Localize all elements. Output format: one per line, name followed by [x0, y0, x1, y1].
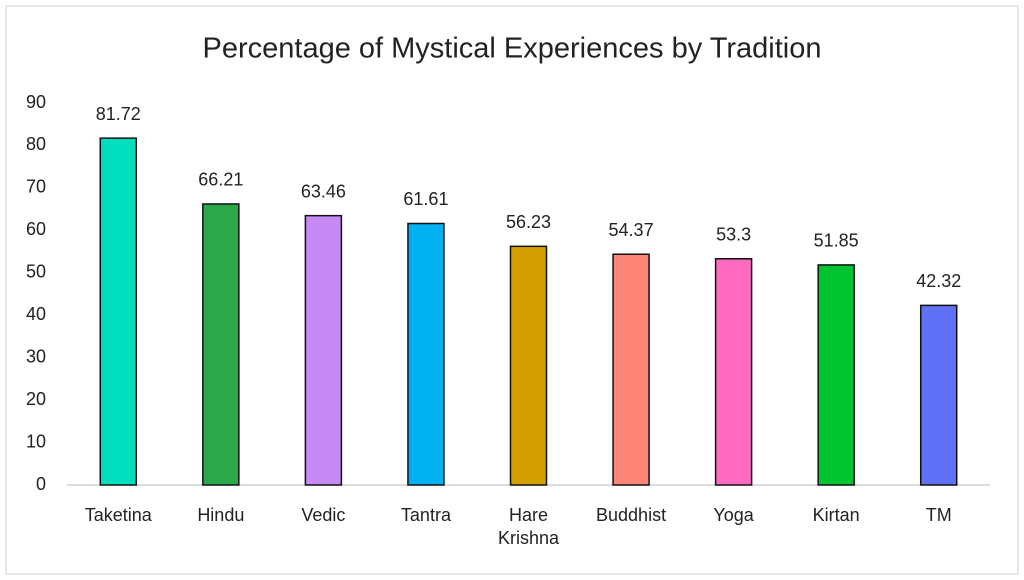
bar — [714, 258, 753, 486]
y-tick-label: 0 — [36, 474, 46, 494]
value-label: 63.46 — [301, 181, 346, 201]
bar — [304, 214, 343, 486]
bar — [509, 245, 548, 486]
x-tick-label: Hindu — [197, 505, 245, 525]
y-tick-label: 10 — [26, 431, 46, 451]
x-tick-label: Kirtan — [812, 505, 860, 525]
value-label: 61.61 — [403, 189, 448, 209]
value-label: 42.32 — [916, 271, 961, 291]
value-label: 54.37 — [609, 220, 654, 240]
y-tick-label: 20 — [26, 389, 46, 409]
x-tick-label: Buddhist — [596, 505, 667, 525]
x-tick-label: Taketina — [84, 505, 152, 525]
value-label: 66.21 — [198, 170, 243, 190]
bar — [817, 264, 855, 486]
y-tick-label: 70 — [26, 177, 46, 197]
bar — [202, 203, 240, 486]
x-tick-label: Hare Krishna — [497, 505, 560, 548]
value-label: 81.72 — [96, 104, 141, 124]
x-tick-label: Vedic — [301, 505, 346, 525]
bar — [919, 304, 958, 486]
value-label: 51.85 — [814, 231, 859, 251]
bar — [407, 222, 445, 486]
value-label: 56.23 — [506, 212, 551, 232]
x-tick-label: Tantra — [400, 505, 451, 525]
y-tick-label: 90 — [26, 92, 46, 112]
y-tick-label: 60 — [26, 219, 46, 239]
y-tick-label: 30 — [26, 346, 46, 366]
bar — [612, 253, 650, 486]
y-tick-label: 50 — [26, 262, 46, 282]
y-tick-label: 40 — [26, 304, 46, 324]
x-tick-label: Yoga — [713, 505, 754, 525]
x-tick-label: TM — [925, 505, 952, 525]
bar — [99, 137, 138, 486]
y-tick-label: 80 — [26, 134, 46, 154]
chart-title: Percentage of Mystical Experiences by Tr… — [203, 33, 822, 65]
value-label: 53.3 — [716, 225, 751, 245]
